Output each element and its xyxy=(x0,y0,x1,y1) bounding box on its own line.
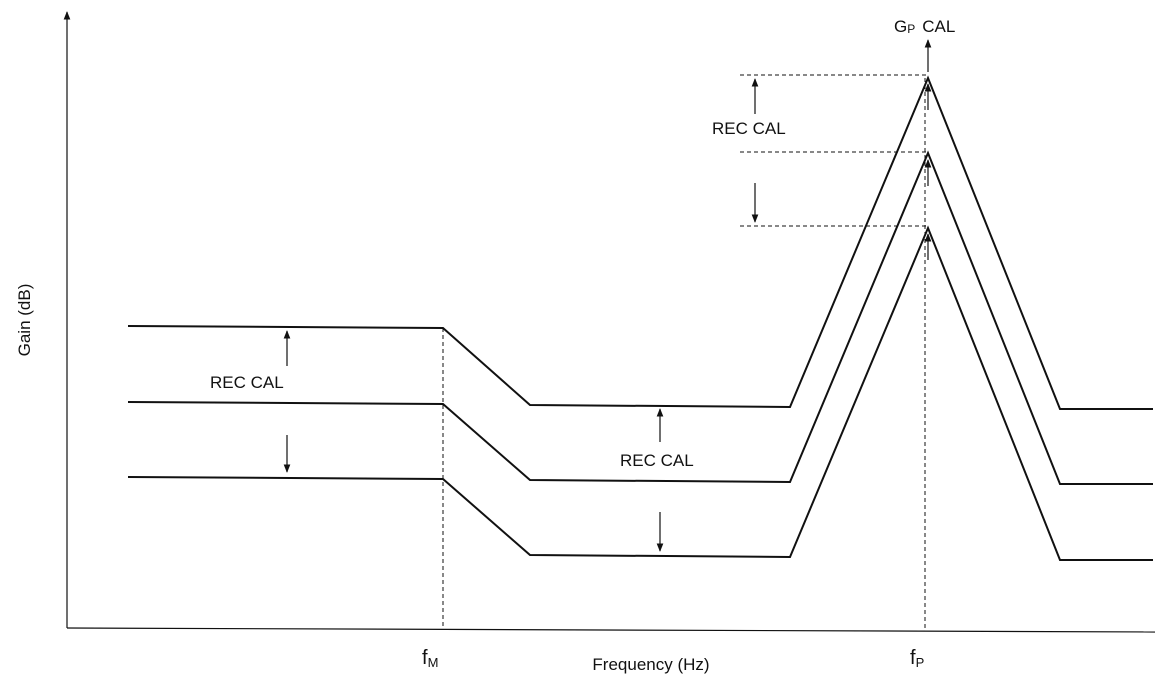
fp-label: fP xyxy=(910,647,924,670)
x-axis xyxy=(66,627,1156,633)
fm-label: fM xyxy=(422,647,438,670)
fm-base: f xyxy=(422,647,428,669)
gain-curve-mid xyxy=(127,150,1153,485)
x-axis-label: Frequency (Hz) xyxy=(592,655,709,674)
rec-cal-label: REC CAL xyxy=(712,119,786,138)
gp-cal-label: GP CAL xyxy=(894,17,955,36)
rec-cal-label: REC CAL xyxy=(210,373,284,392)
gp-base: G xyxy=(894,17,907,36)
y-axis-label: Gain (dB) xyxy=(15,284,34,357)
gain-curve-high xyxy=(127,75,1153,410)
fm-sub: M xyxy=(428,655,439,670)
fp-base: f xyxy=(910,647,916,669)
gain-curve-low xyxy=(127,225,1153,561)
gp-sub: P xyxy=(907,22,915,36)
gp-rest: CAL xyxy=(922,17,955,36)
rec-cal-label: REC CAL xyxy=(620,451,694,470)
fp-sub: P xyxy=(916,655,925,670)
